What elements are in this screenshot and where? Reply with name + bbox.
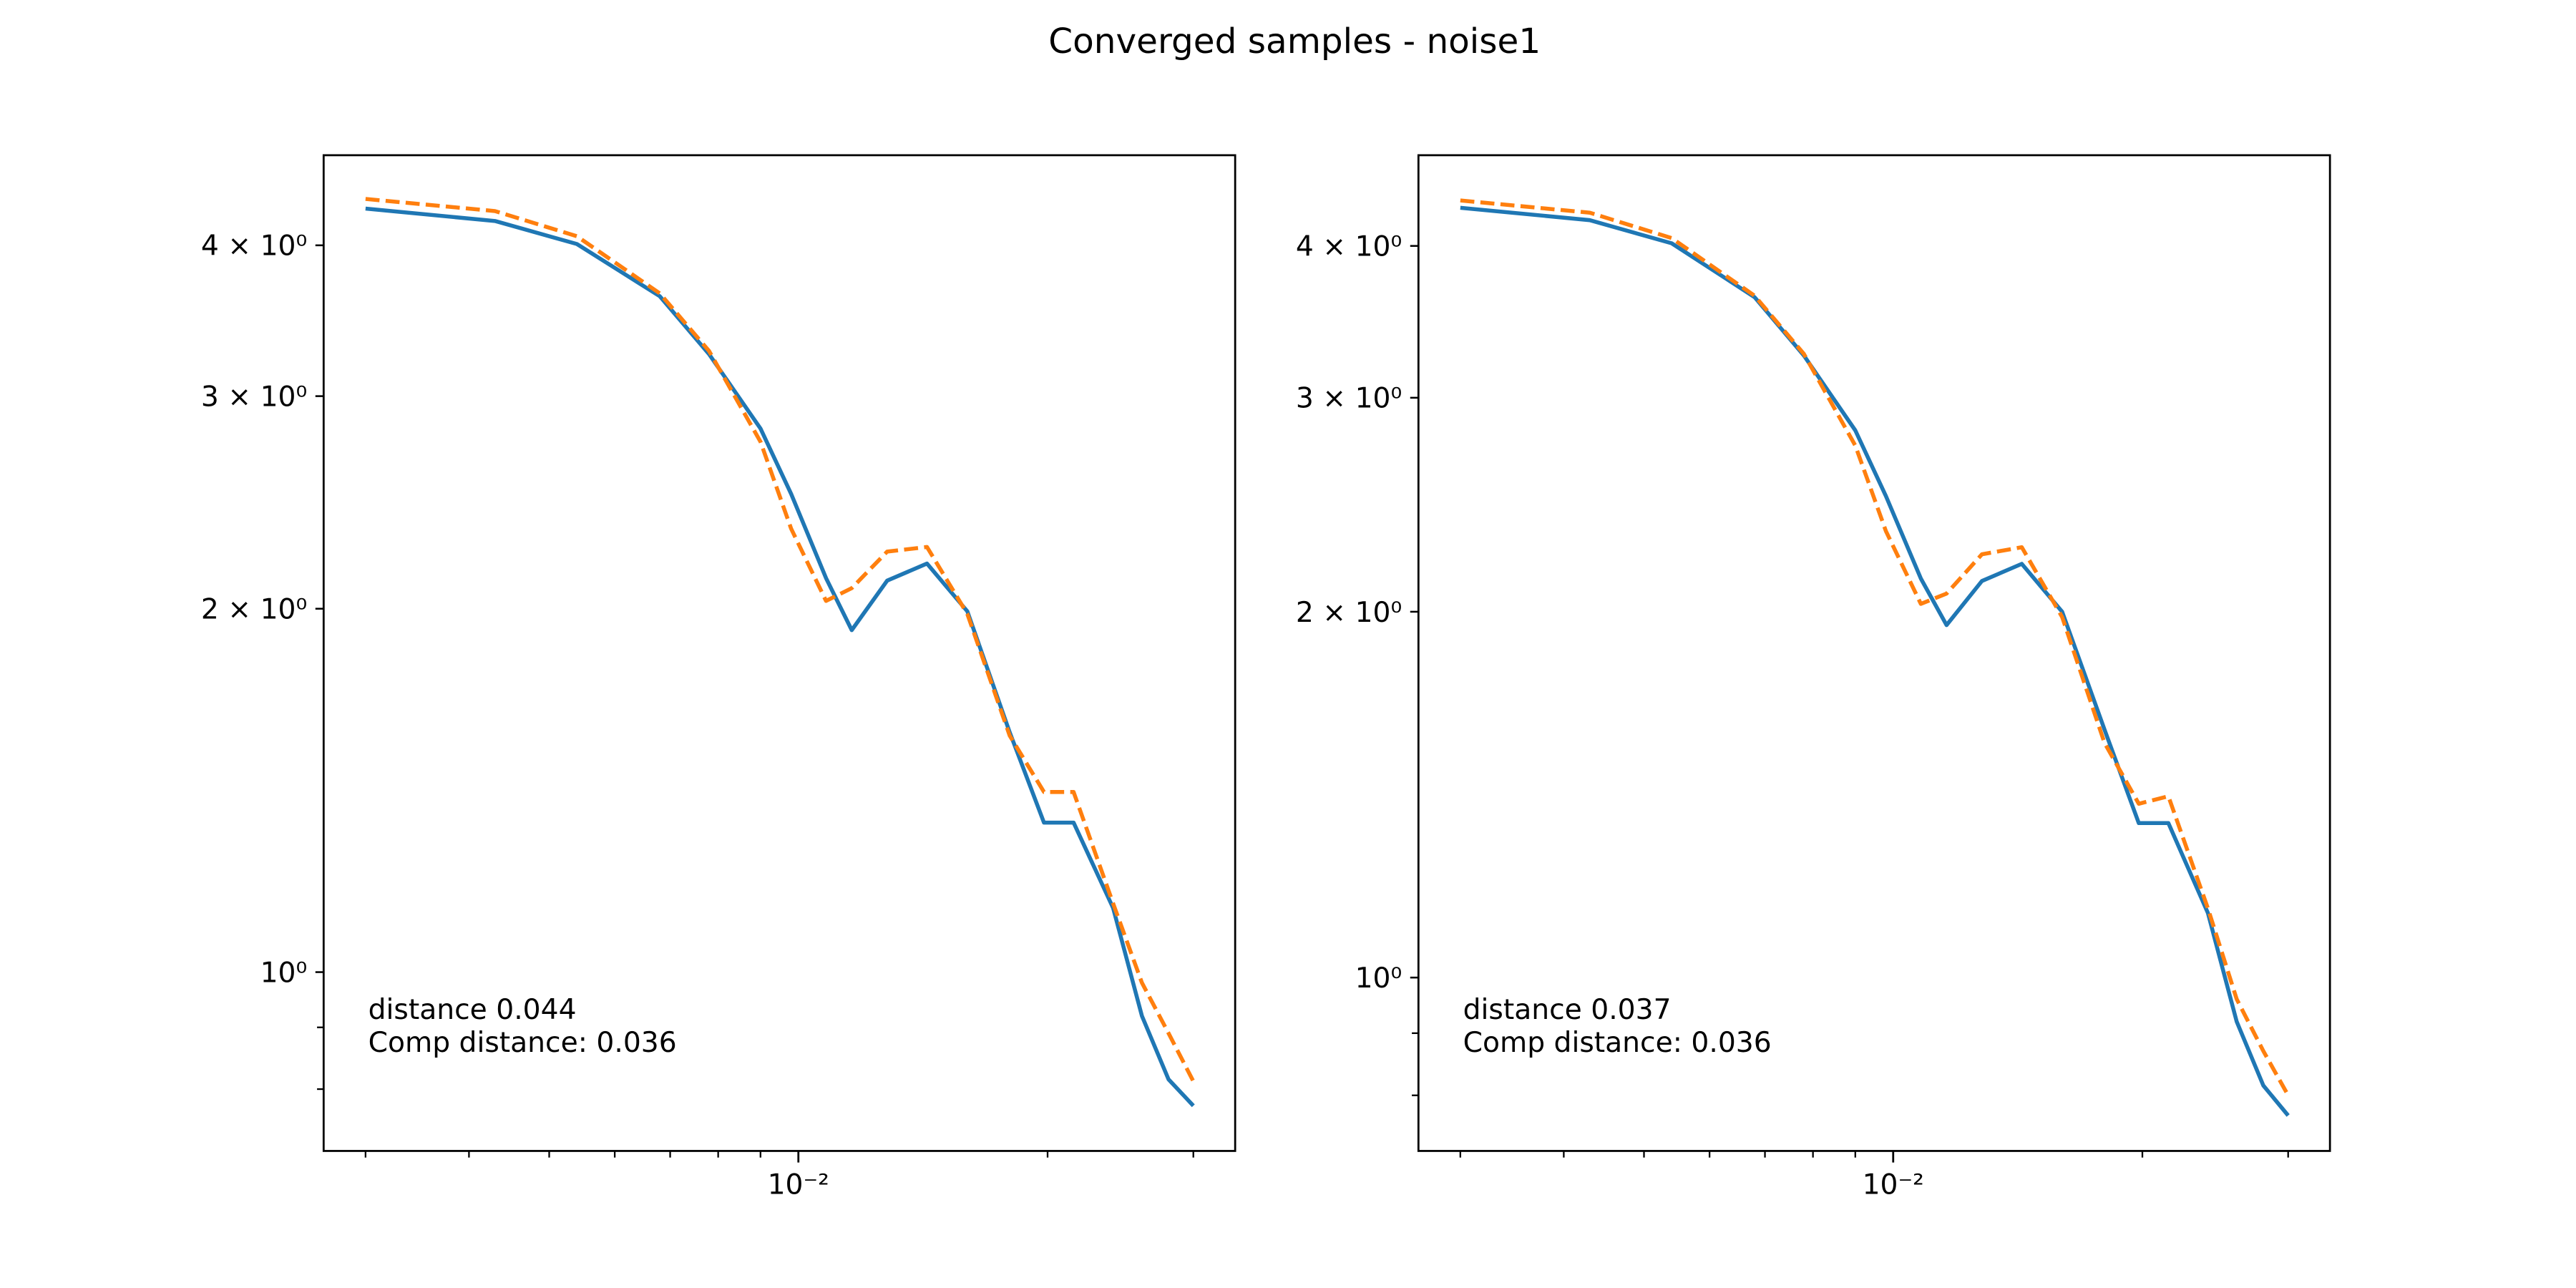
- x-tick-label: 10⁻²: [1863, 1169, 1924, 1201]
- y-tick-label: 3 × 10⁰: [1296, 383, 1402, 415]
- data-line: [1460, 205, 2290, 1117]
- data-line: [1460, 198, 2290, 1097]
- y-tick-label: 2 × 10⁰: [201, 594, 307, 626]
- y-tick-label: 4 × 10⁰: [1296, 231, 1402, 263]
- x-tick-label: 10⁻²: [768, 1169, 829, 1201]
- figure-title: Converged samples - noise1: [1048, 21, 1541, 62]
- y-tick-label: 10⁰: [1355, 962, 1402, 995]
- axes-frame: [1417, 154, 2331, 1152]
- y-tick-label: 10⁰: [260, 957, 308, 989]
- data-line: [365, 197, 1196, 1083]
- y-tick-label: 3 × 10⁰: [201, 381, 307, 413]
- y-tick-label: 4 × 10⁰: [201, 230, 307, 263]
- annotation: Comp distance: 0.036: [369, 1027, 677, 1059]
- y-tick-label: 2 × 10⁰: [1296, 597, 1402, 629]
- annotation: distance 0.037: [1463, 994, 1672, 1026]
- annotation: Comp distance: 0.036: [1463, 1027, 1772, 1059]
- axes-frame: [322, 154, 1236, 1152]
- data-line: [365, 206, 1195, 1108]
- annotation: distance 0.044: [369, 994, 577, 1026]
